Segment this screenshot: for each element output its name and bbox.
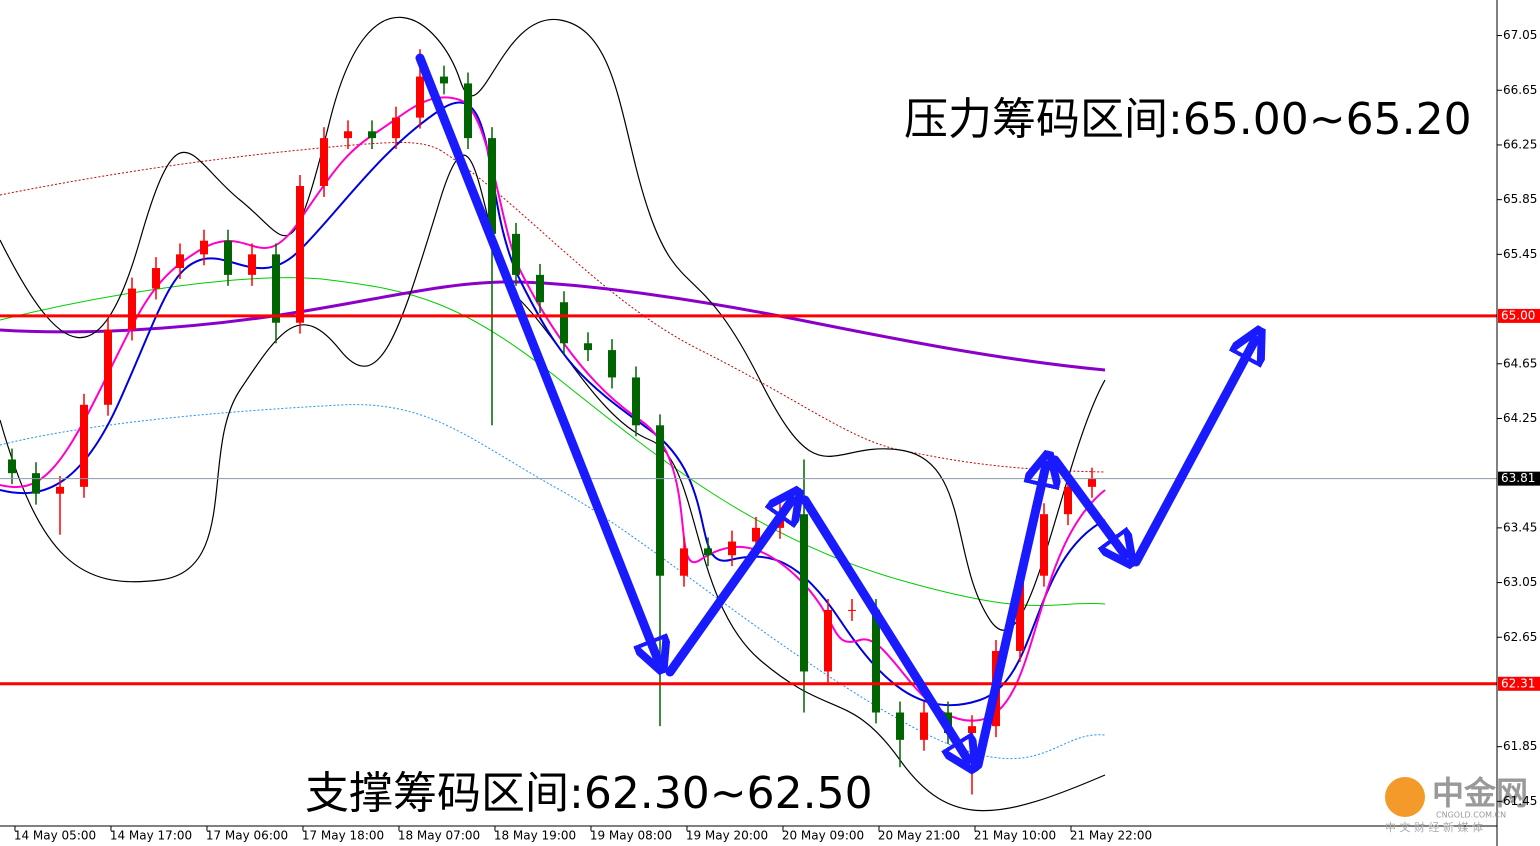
candle-body <box>80 404 88 487</box>
candle-body <box>176 254 184 269</box>
candle-body <box>920 712 928 740</box>
candle-body <box>488 138 496 234</box>
candle-body <box>416 76 424 118</box>
candle-body <box>680 548 688 576</box>
candle-body <box>8 459 16 474</box>
candle-body <box>1064 486 1072 515</box>
candle-body <box>560 302 568 344</box>
candle-body <box>464 83 472 139</box>
candle-body <box>1040 514 1048 576</box>
price-label-box <box>1498 471 1540 486</box>
candle-body <box>968 726 976 734</box>
candle-body <box>56 486 64 494</box>
y-tick-label: 62.65 <box>1503 630 1537 644</box>
x-tick-label: 20 May 09:00 <box>782 829 864 843</box>
logo-domain: CNGOLD.COM.CN <box>1436 811 1506 820</box>
logo-slogan: 中 文 财 经 新 媒 体 <box>1385 820 1483 834</box>
y-tick-label: 66.25 <box>1503 137 1537 151</box>
resistance-annotation: 压力筹码区间:65.00~65.20 <box>904 94 1472 145</box>
candle-body <box>344 131 352 139</box>
candle-body <box>632 377 640 426</box>
x-tick-label: 19 May 20:00 <box>686 829 768 843</box>
y-tick-label: 61.45 <box>1503 794 1537 808</box>
candle-body <box>32 473 40 494</box>
candle-body <box>272 254 280 323</box>
arrow <box>665 500 792 677</box>
arrow <box>973 465 1046 770</box>
x-tick-label: 19 May 08:00 <box>590 829 672 843</box>
x-tick-label: 14 May 17:00 <box>110 829 192 843</box>
candle-body <box>1016 575 1024 651</box>
candle-body <box>320 138 328 186</box>
y-tick-label: 63.05 <box>1503 575 1537 589</box>
candle-body <box>656 425 664 576</box>
y-tick-label: 66.65 <box>1503 83 1537 97</box>
candle-body <box>128 288 136 330</box>
y-tick-label: 64.65 <box>1503 356 1537 370</box>
price-label: 65.00 <box>1501 308 1535 322</box>
x-tick-label: 20 May 21:00 <box>878 829 960 843</box>
y-tick-label: 65.45 <box>1503 247 1537 261</box>
y-tick-label: 61.85 <box>1503 739 1537 753</box>
candle-body <box>824 609 832 672</box>
arrow <box>800 495 968 760</box>
candle-body <box>536 274 544 303</box>
support-annotation: 支撑筹码区间:62.30~62.50 <box>305 768 873 819</box>
arrow <box>415 53 658 660</box>
candle-body <box>896 712 904 740</box>
candle-body <box>704 548 712 556</box>
candle-body <box>584 343 592 351</box>
y-tick-label: 67.05 <box>1503 28 1537 42</box>
x-tick-label: 21 May 22:00 <box>1070 829 1152 843</box>
trend-arrows <box>415 53 1255 770</box>
candle-body <box>440 76 448 84</box>
price-label: 63.81 <box>1501 471 1535 485</box>
y-tick-label: 64.25 <box>1503 411 1537 425</box>
candle-body <box>752 527 760 542</box>
x-tick-label: 17 May 06:00 <box>206 829 288 843</box>
price-label-box <box>1498 308 1540 323</box>
horizontal-lines: 65.00 62.31 63.81 <box>0 308 1540 691</box>
price-label-box <box>1498 676 1540 691</box>
candle-body <box>872 609 880 713</box>
candle-body <box>1088 478 1096 487</box>
plot-area <box>0 0 1497 826</box>
candle-body <box>800 514 808 672</box>
x-tick-label: 18 May 19:00 <box>494 829 576 843</box>
candle-body <box>224 240 232 275</box>
candle-body <box>608 350 616 378</box>
candle-body <box>848 609 856 611</box>
x-tick-label: 18 May 07:00 <box>398 829 480 843</box>
x-tick-label: 14 May 05:00 <box>14 829 96 843</box>
logo-icon <box>1385 777 1425 817</box>
price-label: 62.31 <box>1501 676 1535 690</box>
candle-body <box>152 268 160 289</box>
x-tick-label: 17 May 18:00 <box>302 829 384 843</box>
arrow <box>1050 455 1125 555</box>
arrow <box>1131 340 1255 567</box>
candles <box>8 49 1096 795</box>
candle-body <box>728 541 736 556</box>
candle-body <box>248 254 256 275</box>
y-tick-label: 65.85 <box>1503 192 1537 206</box>
candle-body <box>368 131 376 139</box>
y-tick-label: 63.45 <box>1503 520 1537 534</box>
logo-text: 中金网 <box>1432 774 1528 812</box>
candle-body <box>104 329 112 405</box>
candle-body <box>512 233 520 275</box>
x-tick-label: 21 May 10:00 <box>974 829 1056 843</box>
candle-body <box>200 240 208 255</box>
candle-body <box>296 185 304 323</box>
candle-body <box>392 117 400 139</box>
